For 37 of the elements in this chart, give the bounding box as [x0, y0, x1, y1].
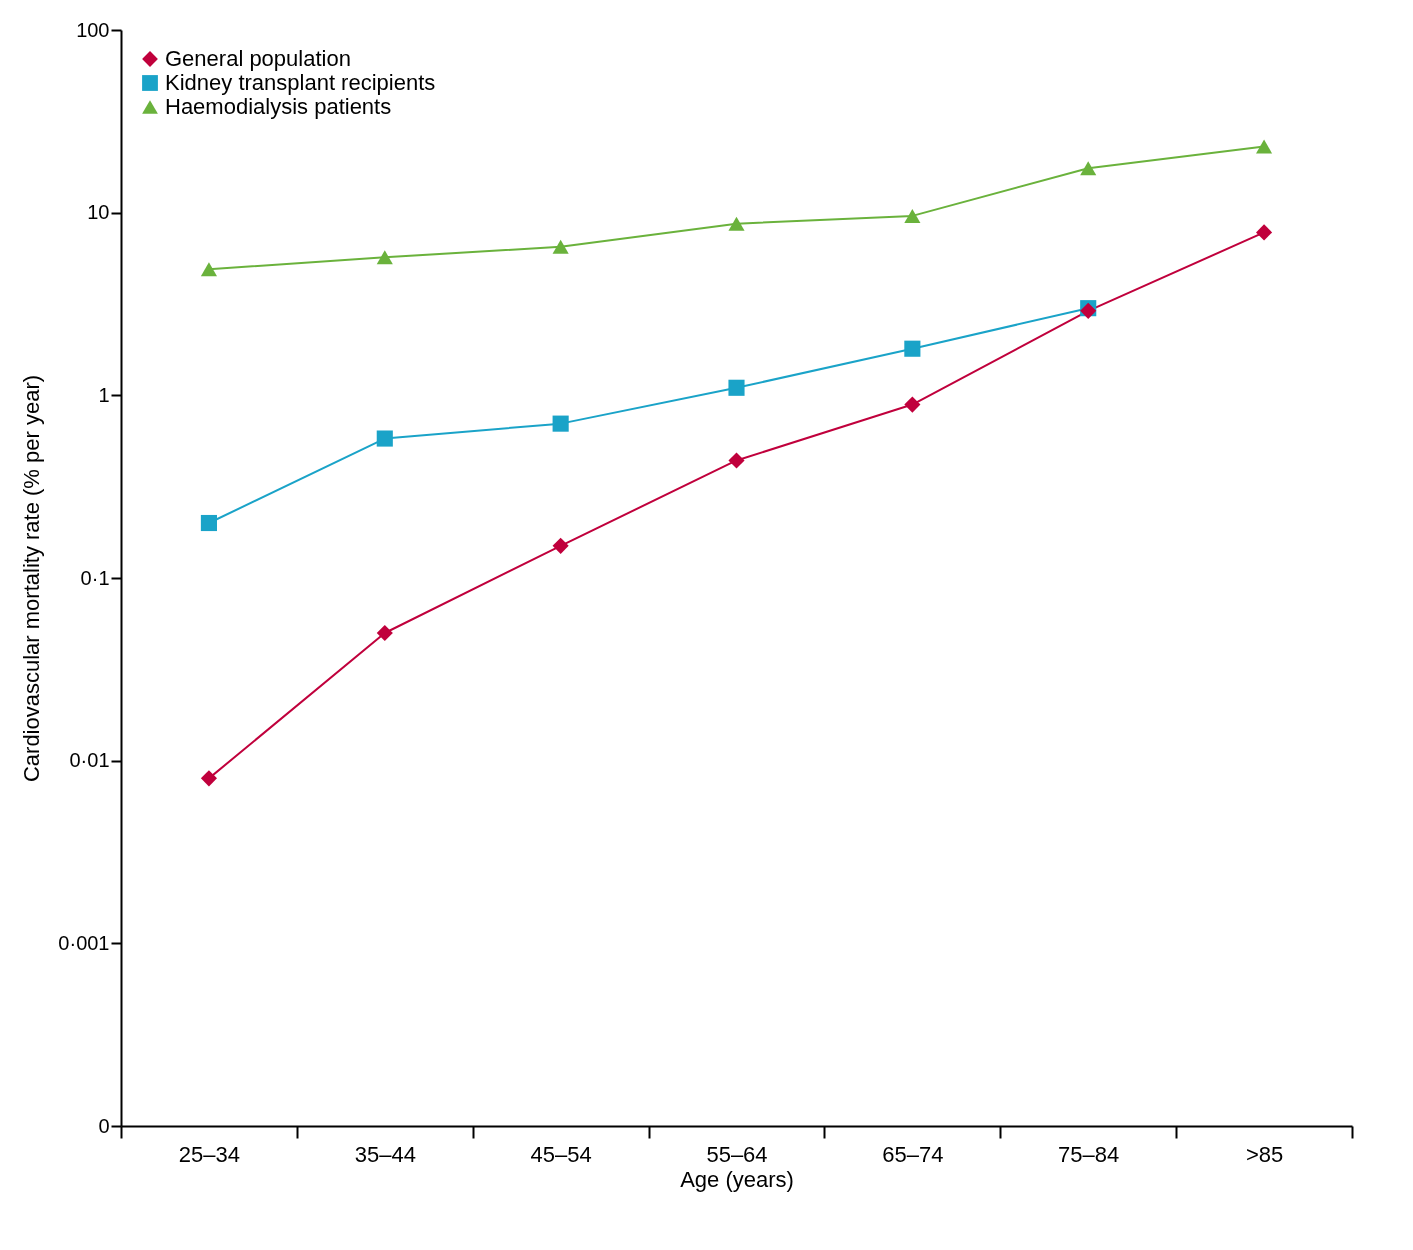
point [1080, 161, 1097, 176]
y-tick-label: 0·1 [80, 566, 110, 589]
y-tick-label: 0 [98, 1114, 110, 1137]
legend-label: Kidney transplant recipients [165, 70, 436, 95]
x-axis-title: Age (years) [680, 1166, 794, 1192]
point [376, 250, 393, 265]
legend-label: General population [165, 46, 351, 71]
x-tick-label: 45–54 [530, 1141, 592, 1167]
point [552, 415, 569, 432]
point [1256, 139, 1273, 154]
x-tick-label: 55–64 [706, 1141, 768, 1167]
y-tick-label: 10 [87, 201, 110, 224]
x-tick-label: >85 [1245, 1141, 1284, 1167]
point [552, 239, 569, 254]
x-tick-label: 65–74 [882, 1141, 944, 1167]
point [728, 379, 745, 396]
y-tick-label: 100 [76, 18, 110, 41]
point [728, 216, 745, 231]
point [904, 208, 921, 223]
point [728, 452, 745, 469]
point [376, 430, 393, 447]
point [552, 537, 569, 554]
point [904, 396, 921, 413]
point [200, 770, 217, 787]
point [376, 624, 393, 642]
x-tick-label: 75–84 [1058, 1141, 1120, 1167]
x-tick-label: 25–34 [178, 1141, 241, 1167]
point [200, 514, 217, 532]
legend-label: Haemodialysis patients [165, 94, 392, 119]
point [1256, 224, 1273, 241]
y-tick-label: 0·01 [69, 749, 110, 772]
y-tick-label: 0·001 [58, 931, 110, 954]
point [904, 340, 921, 357]
y-tick-label: 1 [98, 383, 110, 406]
x-tick-label: 35–44 [354, 1141, 416, 1167]
point [200, 262, 217, 277]
y-axis-title: Cardiovascular mortality rate (% per year) [19, 374, 45, 783]
